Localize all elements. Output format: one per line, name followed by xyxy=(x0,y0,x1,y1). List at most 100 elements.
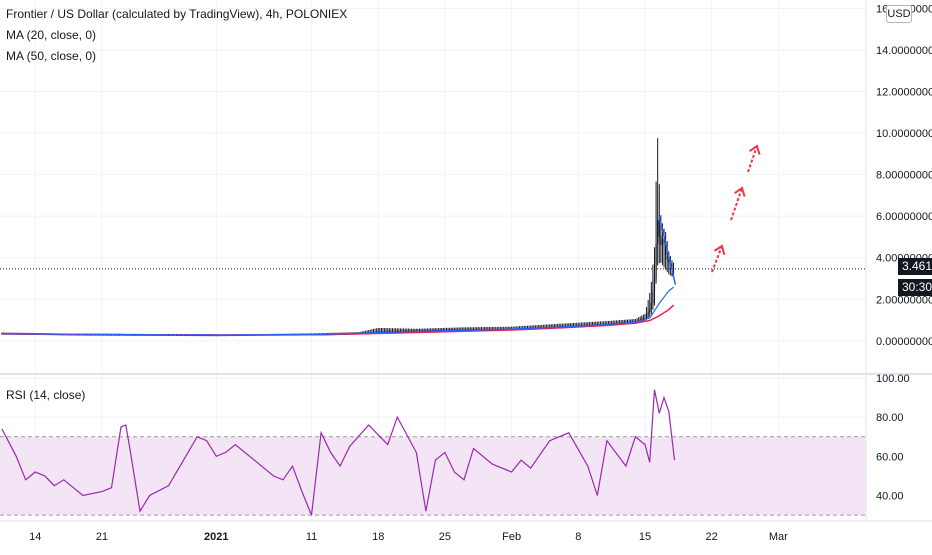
candle-body xyxy=(393,331,395,333)
candle xyxy=(665,232,667,270)
candle xyxy=(653,247,656,306)
candle-body xyxy=(210,335,213,337)
candle-body xyxy=(377,331,379,333)
time-tick-label: Feb xyxy=(502,531,521,543)
candle-body xyxy=(380,331,382,333)
price-tick-label: 14.00000000 xyxy=(876,45,932,57)
candle xyxy=(652,264,654,310)
candle-body xyxy=(660,236,662,245)
candle-body xyxy=(379,331,381,333)
candle-body xyxy=(403,330,405,332)
candle-body xyxy=(383,331,386,333)
candle-body xyxy=(649,309,651,313)
red-arrow-head xyxy=(749,144,761,155)
candle-body xyxy=(658,220,660,237)
candle xyxy=(645,306,648,320)
ma50-line xyxy=(1,304,675,336)
time-axis: 14 21 2021 11 18 25 Feb 8 15 22 Mar xyxy=(29,531,788,543)
red-arrow xyxy=(711,244,726,273)
time-tick-label: 18 xyxy=(372,531,384,543)
time-tick-label: 11 xyxy=(306,531,317,543)
candle-body xyxy=(398,330,400,332)
candle-body xyxy=(665,243,667,256)
annotations xyxy=(658,144,761,285)
candle-body xyxy=(653,278,656,291)
time-tick-label: 14 xyxy=(29,531,41,543)
candle-body xyxy=(206,335,208,337)
candle-body xyxy=(212,335,214,337)
candle-body xyxy=(672,268,675,270)
candle-body xyxy=(652,290,654,304)
candle-body xyxy=(642,318,644,320)
red-arrow-head xyxy=(734,186,746,197)
price-tick-label: 8.00000000 xyxy=(876,170,932,182)
time-tick-label: 22 xyxy=(706,531,718,543)
red-arrow xyxy=(730,186,746,221)
candle-body xyxy=(671,264,673,269)
candle-body xyxy=(644,317,646,319)
price-tick-label: 10.00000000 xyxy=(876,128,932,140)
price-tick-label: 12.00000000 xyxy=(876,86,932,98)
candle-body xyxy=(663,238,665,244)
red-arrow-shaft xyxy=(730,187,743,221)
candle xyxy=(658,184,660,264)
rsi-axis: 40.00 60.00 80.00 100.00 xyxy=(876,373,910,503)
red-arrow-shaft xyxy=(747,145,758,173)
candle-body xyxy=(395,330,397,332)
price-tick-label: 0.00000000 xyxy=(876,336,932,348)
symbol-legend[interactable]: Frontier / US Dollar (calculated by Trad… xyxy=(6,7,348,21)
candle xyxy=(657,138,659,266)
candle xyxy=(647,299,649,319)
rsi-tick-label: 100.00 xyxy=(876,373,910,385)
time-tick-label: 8 xyxy=(575,531,581,543)
candle-body xyxy=(396,330,398,332)
candle xyxy=(649,293,651,317)
candle-body xyxy=(668,258,670,262)
time-tick-label: 2021 xyxy=(204,531,228,543)
candle-body xyxy=(666,256,668,260)
rsi-legend[interactable]: RSI (14, close) xyxy=(6,388,86,402)
candle-body xyxy=(385,331,387,333)
blue-trend-line xyxy=(658,215,677,285)
ma20-legend[interactable]: MA (20, close, 0) xyxy=(6,28,97,42)
candle-body xyxy=(650,302,652,310)
candle-body xyxy=(401,330,403,332)
rsi-line xyxy=(1,389,676,516)
candle-body xyxy=(661,239,664,246)
candle-body xyxy=(406,330,408,332)
price-tick-label: 2.00000000 xyxy=(876,294,932,306)
candle-body xyxy=(645,315,648,319)
time-tick-label: 15 xyxy=(639,531,651,543)
candle-body xyxy=(641,319,643,321)
candle-body xyxy=(657,219,659,244)
time-tick-label: 21 xyxy=(96,531,108,543)
candle-body xyxy=(207,335,209,337)
price-axis: 0.000000002.000000004.000000006.00000000… xyxy=(876,3,932,348)
candle-body xyxy=(655,243,657,279)
candle xyxy=(650,281,652,315)
red-arrow xyxy=(747,144,761,173)
candle-body xyxy=(382,331,384,333)
candle-body xyxy=(418,330,421,332)
candle-body xyxy=(390,331,392,333)
currency-button[interactable]: USD xyxy=(886,5,912,23)
red-arrow-head xyxy=(713,244,726,255)
rsi-tick-label: 80.00 xyxy=(876,412,904,424)
rsi-tick-label: 60.00 xyxy=(876,451,904,463)
candle xyxy=(666,241,668,273)
rsi-tick-label: 40.00 xyxy=(876,491,904,503)
price-tick-label: 6.00000000 xyxy=(876,211,932,223)
ma50-legend[interactable]: MA (50, close, 0) xyxy=(6,49,97,63)
candle-body xyxy=(391,331,394,333)
ma20-line xyxy=(1,286,674,336)
candle-body xyxy=(639,319,641,321)
candle-body xyxy=(647,312,649,316)
time-tick-label: 25 xyxy=(439,531,451,543)
candle-countdown-label: 30:30 xyxy=(898,279,932,296)
time-tick-label: Mar xyxy=(769,531,788,543)
candle-body xyxy=(209,335,211,337)
last-price-label: 3.46162422 xyxy=(898,258,932,275)
candle xyxy=(655,181,657,284)
